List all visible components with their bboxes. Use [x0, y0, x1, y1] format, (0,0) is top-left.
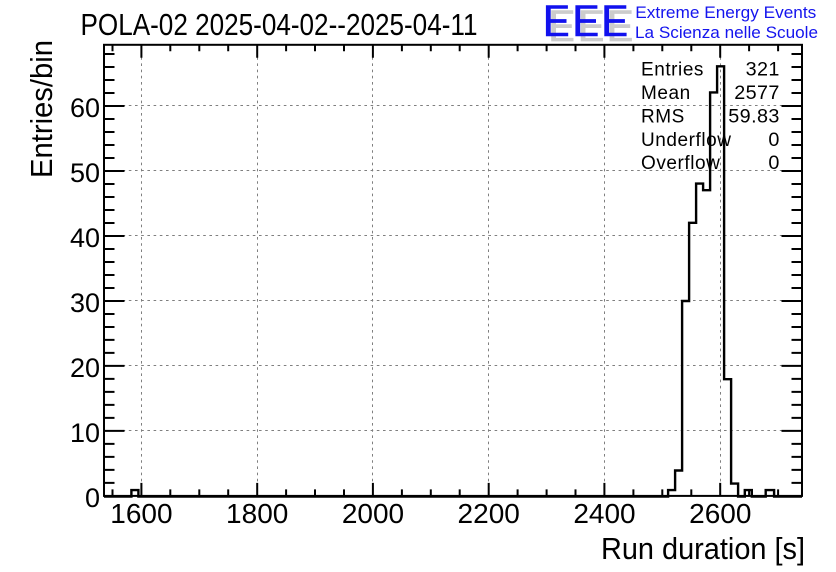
svg-text:60: 60 [70, 93, 100, 123]
svg-text:30: 30 [70, 288, 100, 318]
svg-text:0: 0 [85, 483, 100, 513]
svg-text:2200: 2200 [458, 498, 520, 529]
svg-text:50: 50 [70, 158, 100, 188]
svg-text:321: 321 [746, 59, 780, 81]
svg-text:Entries: Entries [641, 60, 704, 81]
svg-text:Extreme Energy Events: Extreme Energy Events [635, 4, 816, 22]
svg-text:2600: 2600 [689, 498, 751, 529]
svg-text:La Scienza nelle Scuole: La Scienza nelle Scuole [635, 24, 818, 42]
svg-text:20: 20 [70, 353, 100, 383]
svg-text:2400: 2400 [573, 498, 635, 529]
svg-text:POLA-02 2025-04-02--2025-04-11: POLA-02 2025-04-02--2025-04-11 [81, 7, 478, 42]
svg-text:Underflow: Underflow [641, 130, 732, 151]
svg-text:2577: 2577 [734, 82, 780, 104]
svg-text:59.83: 59.83 [728, 105, 780, 127]
svg-text:0: 0 [768, 129, 779, 151]
svg-text:0: 0 [768, 152, 779, 174]
svg-text:Entries/bin: Entries/bin [24, 40, 59, 178]
svg-text:1600: 1600 [110, 498, 172, 529]
svg-text:Mean: Mean [641, 83, 691, 104]
svg-text:Run duration [s]: Run duration [s] [601, 531, 805, 566]
svg-text:10: 10 [70, 418, 100, 448]
svg-text:RMS: RMS [641, 106, 685, 127]
svg-text:2000: 2000 [342, 498, 404, 529]
svg-text:Overflow: Overflow [641, 153, 720, 174]
svg-text:1800: 1800 [226, 498, 288, 529]
svg-text:40: 40 [70, 223, 100, 253]
